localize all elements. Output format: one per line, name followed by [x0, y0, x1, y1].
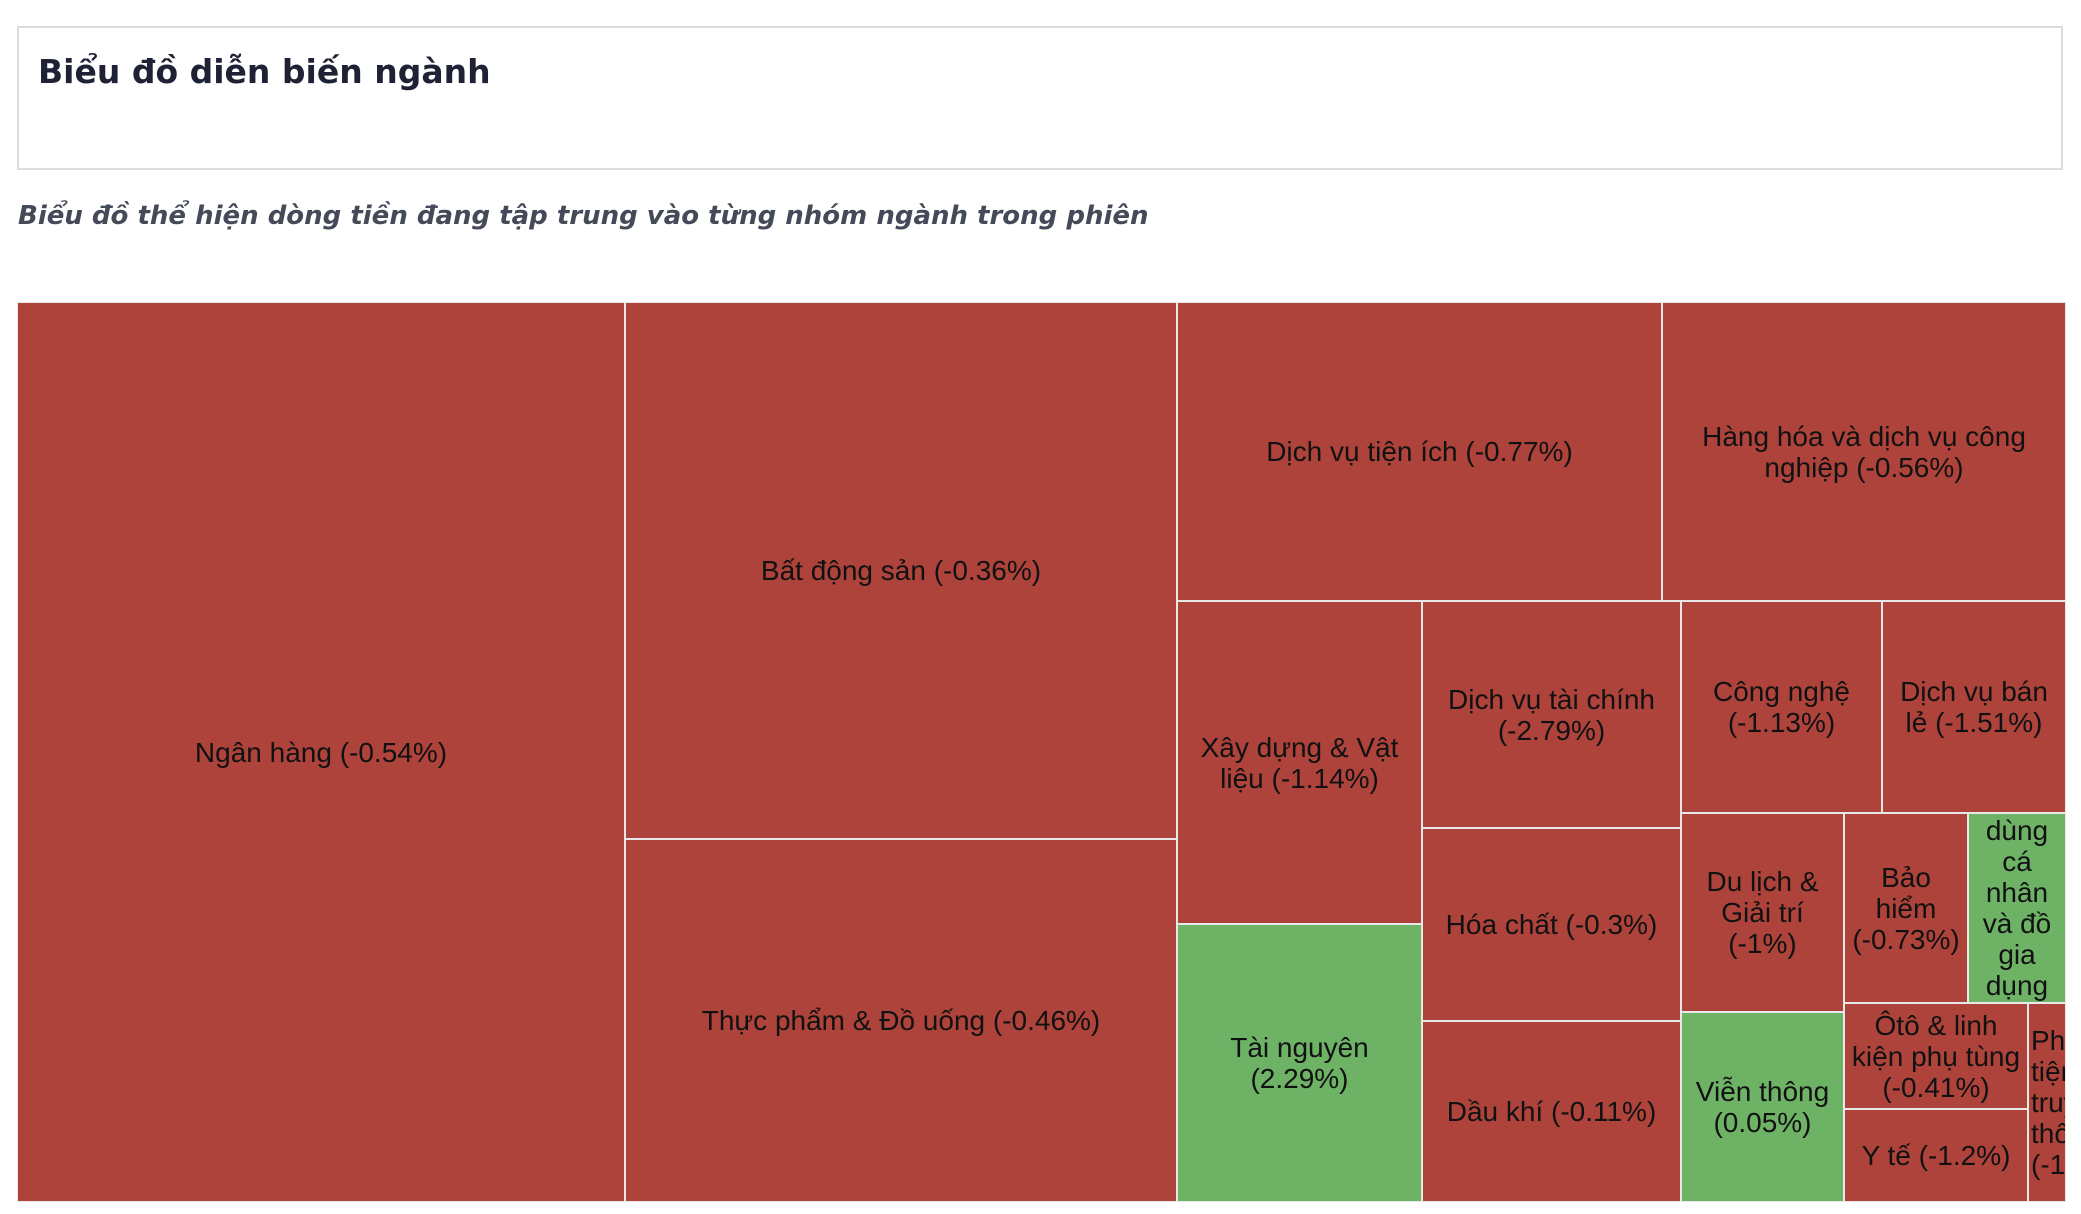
- tile-label: Thực phẩm & Đồ uống (-0.46%): [701, 1005, 1101, 1036]
- tile-dich-vu-ban-le[interactable]: Dịch vụ bán lẻ (-1.51%): [1882, 601, 2066, 813]
- tile-label: Dầu khí (-0.11%): [1446, 1096, 1657, 1127]
- tile-oto-linh-kien-phu-tung[interactable]: Ôtô & linh kiện phụ tùng (-0.41%): [1844, 1003, 2028, 1109]
- tile-label: Hàng hóa và dịch vụ công nghiệp (-0.56%): [1702, 420, 2026, 483]
- tile-label: Y tế (-1.2%): [1861, 1140, 2011, 1171]
- tile-label: Xây dựng & Vật liệu (-1.14%): [1200, 731, 1399, 794]
- tile-hang-hoa-va-dich-vu-cong-nghiep[interactable]: Hàng hóa và dịch vụ công nghiệp (-0.56%): [1662, 302, 2066, 601]
- tile-label: Ôtô & linh kiện phụ tùng (-0.41%): [1851, 1009, 2021, 1103]
- tile-dau-khi[interactable]: Dầu khí (-0.11%): [1422, 1021, 1681, 1202]
- tile-hoa-chat[interactable]: Hóa chất (-0.3%): [1422, 828, 1681, 1021]
- tile-y-te[interactable]: Y tế (-1.2%): [1844, 1109, 2028, 1202]
- tile-phuong-tien-truyen-thong[interactable]: Phương tiện truyền thông (-1.: [2028, 1003, 2066, 1202]
- tile-label: Đồ dùng cá nhân và đồ gia dụng (0.19%): [1969, 814, 2065, 1002]
- tile-label: Tài nguyên (2.29%): [1230, 1032, 1369, 1094]
- tile-label: Công nghệ (-1.13%): [1712, 676, 1850, 738]
- tile-label: Dịch vụ tiện ích (-0.77%): [1266, 436, 1573, 467]
- tile-ngan-hang[interactable]: Ngân hàng (-0.54%): [17, 302, 625, 1202]
- tile-label: Viễn thông (0.05%): [1695, 1076, 1830, 1138]
- tile-tai-nguyen[interactable]: Tài nguyên (2.29%): [1177, 924, 1422, 1202]
- tile-bao-hiem[interactable]: Bảo hiểm (-0.73%): [1844, 813, 1968, 1003]
- tile-dich-vu-tien-ich[interactable]: Dịch vụ tiện ích (-0.77%): [1177, 302, 1662, 601]
- tile-label: Ngân hàng (-0.54%): [194, 736, 448, 768]
- tile-label: Hóa chất (-0.3%): [1445, 909, 1658, 940]
- tile-label: Bảo hiểm (-0.73%): [1852, 861, 1960, 955]
- chart-subtitle: Biểu đồ thể hiện dòng tiền đang tập trun…: [18, 201, 1149, 231]
- tile-label: Dịch vụ bán lẻ (-1.51%): [1900, 676, 2048, 738]
- tile-dich-vu-tai-chinh[interactable]: Dịch vụ tài chính (-2.79%): [1422, 601, 1681, 828]
- chart-title: Biểu đồ diễn biến ngành: [38, 52, 491, 91]
- chart-header-box: [17, 26, 2063, 170]
- tile-xay-dung-vat-lieu[interactable]: Xây dựng & Vật liệu (-1.14%): [1177, 601, 1422, 924]
- tile-vien-thong[interactable]: Viễn thông (0.05%): [1681, 1012, 1844, 1202]
- tile-label: Du lịch & Giải trí (-1%): [1706, 866, 1819, 959]
- tile-du-lich-giai-tri[interactable]: Du lịch & Giải trí (-1%): [1681, 813, 1844, 1012]
- tile-do-dung-ca-nhan-va-do-gia-dung[interactable]: Đồ dùng cá nhân và đồ gia dụng (0.19%): [1968, 813, 2066, 1003]
- sector-treemap: Ngân hàng (-0.54%) Bất động sản (-0.36%) T…: [17, 302, 2066, 1202]
- tile-thuc-pham-do-uong[interactable]: Thực phẩm & Đồ uống (-0.46%): [625, 839, 1177, 1202]
- tile-label: Bất động sản (-0.36%): [760, 555, 1042, 586]
- tile-label: Phương tiện truyền thông (-1.: [2031, 1025, 2066, 1180]
- tile-label: Dịch vụ tài chính (-2.79%): [1448, 683, 1655, 746]
- tile-bat-dong-san[interactable]: Bất động sản (-0.36%): [625, 302, 1177, 839]
- tile-cong-nghe[interactable]: Công nghệ (-1.13%): [1681, 601, 1882, 813]
